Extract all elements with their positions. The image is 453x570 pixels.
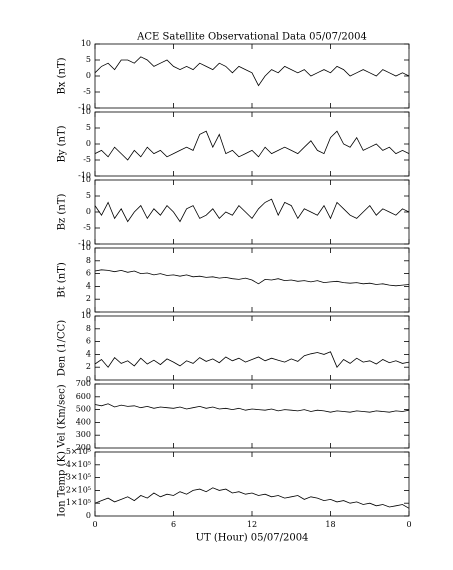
data-line xyxy=(94,487,410,509)
y-axis-label: Bt (nT) xyxy=(57,262,68,298)
x-tick-label: 18 xyxy=(325,520,335,529)
panel-frame xyxy=(94,179,410,245)
y-tick-label: -10 xyxy=(78,239,91,248)
y-axis-label: Bz (nT) xyxy=(57,194,68,231)
y-tick-label: -5 xyxy=(83,87,91,96)
y-tick-label: 4 xyxy=(86,349,91,358)
y-tick-label: 0 xyxy=(86,307,91,316)
data-line xyxy=(94,403,410,413)
panel-frame xyxy=(94,315,410,381)
y-tick-label: 10 xyxy=(81,107,91,116)
data-line xyxy=(94,56,410,87)
y-tick-label: 300 xyxy=(76,430,91,439)
y-tick-label: 600 xyxy=(76,392,91,401)
y-tick-label: 400 xyxy=(76,417,91,426)
y-tick-label: 2 xyxy=(86,294,91,303)
chart-title: ACE Satellite Observational Data 05/07/2… xyxy=(136,32,367,43)
y-tick-label: -5 xyxy=(83,223,91,232)
y-tick-label: 0 xyxy=(86,375,91,384)
data-line xyxy=(94,198,410,223)
panel-frame xyxy=(94,451,410,517)
y-tick-label: 0 xyxy=(86,207,91,216)
y-tick-label: -5 xyxy=(83,155,91,164)
y-tick-label: 8 xyxy=(86,324,91,333)
y-tick-label: 6 xyxy=(86,269,91,278)
y-tick-label: 4×10⁵ xyxy=(66,460,91,469)
y-tick-label: 4 xyxy=(86,281,91,290)
y-tick-label: 0 xyxy=(86,139,91,148)
y-tick-label: 10 xyxy=(81,175,91,184)
panel-frame xyxy=(94,111,410,177)
x-axis-label: UT (Hour) 05/07/2004 xyxy=(196,533,309,544)
y-tick-label: 5 xyxy=(86,55,91,64)
data-line xyxy=(94,130,410,161)
y-tick-label: 10 xyxy=(81,39,91,48)
y-tick-label: 8 xyxy=(86,256,91,265)
y-tick-label: 5×10⁵ xyxy=(66,447,91,456)
data-line xyxy=(94,351,410,368)
y-tick-label: 3×10⁵ xyxy=(66,473,91,482)
y-tick-label: 10 xyxy=(81,243,91,252)
y-axis-label: Bx (nT) xyxy=(57,57,68,94)
y-axis-label: Den (1/CC) xyxy=(57,320,68,376)
y-tick-label: 0 xyxy=(86,511,91,520)
panel-frame xyxy=(94,43,410,109)
x-tick-label: 0 xyxy=(406,520,411,529)
y-tick-label: 10 xyxy=(81,311,91,320)
y-tick-label: 200 xyxy=(76,443,91,452)
x-tick-label: 6 xyxy=(171,520,176,529)
y-tick-label: -10 xyxy=(78,171,91,180)
y-tick-label: 6 xyxy=(86,337,91,346)
y-tick-label: -10 xyxy=(78,103,91,112)
y-tick-label: 500 xyxy=(76,405,91,414)
y-tick-label: 5 xyxy=(86,123,91,132)
y-axis-label: Vel (Km/sec) xyxy=(57,384,68,448)
y-tick-label: 5 xyxy=(86,191,91,200)
x-tick-label: 12 xyxy=(247,520,257,529)
data-line xyxy=(94,269,410,287)
y-tick-label: 0 xyxy=(86,71,91,80)
y-tick-label: 700 xyxy=(76,379,91,388)
y-tick-label: 2 xyxy=(86,362,91,371)
y-axis-label: Ion Temp (K) xyxy=(57,451,68,517)
y-tick-label: 2×10⁵ xyxy=(66,485,91,494)
panel-frame xyxy=(94,383,410,449)
y-axis-label: By (nT) xyxy=(57,125,68,162)
x-tick-label: 0 xyxy=(92,520,97,529)
y-tick-label: 1×10⁵ xyxy=(66,498,91,507)
